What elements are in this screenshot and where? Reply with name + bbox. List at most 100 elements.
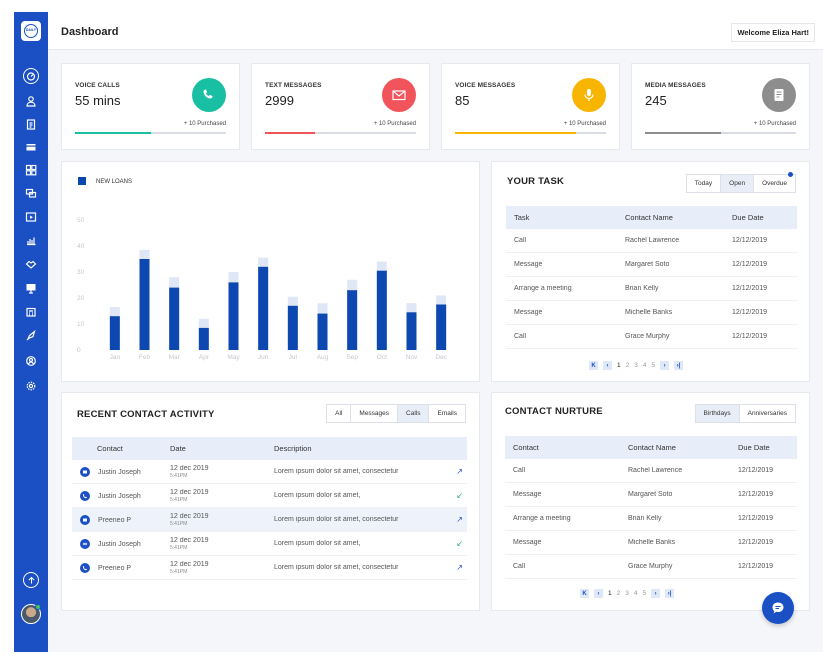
chat-fab-button[interactable] (762, 592, 794, 624)
sidebar-item-dashboard[interactable] (23, 68, 39, 84)
prev-page-button[interactable]: ‹ (594, 589, 603, 598)
table-row[interactable]: Call Grace Murphy 12/12/2019 (505, 555, 797, 579)
sidebar-item-clipboard[interactable] (23, 116, 39, 132)
online-status-dot (35, 604, 41, 610)
page-number[interactable]: 5 (642, 590, 647, 597)
page-number[interactable]: 2 (625, 362, 630, 369)
next-page-button[interactable]: › (660, 361, 670, 370)
table-row[interactable]: Call Grace Murphy 12/12/2019 (506, 325, 797, 349)
message-icon (80, 466, 90, 477)
filter-birthdays[interactable]: Birthdays (695, 405, 740, 422)
x-tick-label: May (227, 354, 240, 361)
avatar[interactable] (21, 604, 41, 624)
chat-icon (25, 188, 37, 198)
arrow-up-icon[interactable] (23, 572, 39, 588)
outgoing-arrow-icon[interactable]: ↗ (456, 515, 463, 524)
first-page-button[interactable]: K (589, 361, 598, 370)
stat-card-text-messages: TEXT MESSAGES 2999 + 10 Purchased (251, 63, 430, 150)
filter-all[interactable]: All (327, 405, 352, 422)
clipboard-icon (26, 119, 36, 130)
table-row[interactable]: Message Michelle Banks 12/12/2019 (505, 531, 797, 555)
sidebar-item-rocket[interactable] (23, 328, 39, 344)
table-cell: Brian Kelly (628, 515, 662, 522)
last-page-button[interactable]: ›| (674, 361, 684, 370)
table-row[interactable]: Arrange a meeting Brian Kelly 12/12/2019 (505, 507, 797, 531)
filter-messages[interactable]: Messages (351, 405, 399, 422)
activity-row[interactable]: Justin Joseph 12 dec 2019 5:41PM Lorem ipsu… (72, 460, 467, 484)
page-number[interactable]: 1 (608, 590, 612, 597)
contact-name[interactable]: Preeneo P (98, 564, 132, 572)
filter-emails[interactable]: Emails (437, 410, 457, 417)
stat-icon-badge (572, 78, 606, 112)
recent-activity-card: RECENT CONTACT ACTIVITY All Messages Calls… (61, 392, 480, 611)
date-cell: 12 dec 2019 5:41PM (162, 561, 266, 575)
table-row[interactable]: Message Margaret Soto 12/12/2019 (506, 253, 797, 277)
sidebar-item-grid[interactable] (23, 162, 39, 178)
last-page-button[interactable]: ›| (665, 589, 675, 598)
activity-row[interactable]: Preeneo P 12 dec 2019 5:41PM Lorem ipsum do… (72, 556, 467, 580)
filter-anniversaries[interactable]: Anniversaries (747, 410, 787, 417)
stat-value: 85 (455, 93, 470, 108)
table-row[interactable]: Message Margaret Soto 12/12/2019 (505, 483, 797, 507)
y-tick-label: 50 (77, 217, 85, 224)
sidebar-item-gear[interactable] (23, 378, 39, 394)
page-number[interactable]: 4 (633, 590, 638, 597)
incoming-arrow-icon[interactable]: ↙ (456, 491, 463, 500)
table-row[interactable]: Message Michelle Banks 12/12/2019 (506, 301, 797, 325)
table-cell: 12/12/2019 (732, 261, 768, 268)
grid-icon (25, 164, 37, 176)
sidebar-item-chart[interactable] (23, 232, 39, 248)
filter-overdue[interactable]: Overdue (754, 172, 795, 192)
legend-swatch (78, 177, 86, 185)
table-cell: 12/12/2019 (732, 333, 768, 340)
activity-row[interactable]: Justin Joseph 12 dec 2019 5:41PM Lorem ipsu… (72, 484, 467, 508)
progress-track (455, 132, 606, 134)
sidebar-item-chat[interactable] (23, 185, 39, 201)
filter-calls[interactable]: Calls (398, 405, 430, 422)
outgoing-arrow-icon[interactable]: ↗ (456, 563, 463, 572)
sidebar-item-handshake[interactable] (23, 256, 39, 272)
sidebar-item-media[interactable] (23, 209, 39, 225)
table-cell: Grace Murphy (625, 333, 670, 340)
table-row[interactable]: Call Rachel Lawrence 12/12/2019 (505, 459, 797, 483)
welcome-message[interactable]: Welcome Eliza Hart! (731, 23, 815, 42)
stat-icon-badge (762, 78, 796, 112)
contact-name[interactable]: Justin Joseph (98, 492, 141, 500)
sidebar-item-credit-card[interactable] (23, 139, 39, 155)
stat-label: VOICE CALLS (75, 82, 120, 89)
contact-name[interactable]: Justin Joseph (98, 540, 141, 548)
contact-name[interactable]: Preeneo P (98, 516, 132, 524)
sidebar-item-settings-user[interactable] (23, 353, 39, 369)
activity-row[interactable]: Justin Joseph 12 dec 2019 5:41PM Lorem ipsu… (72, 532, 467, 556)
page-number[interactable]: 2 (616, 590, 621, 597)
table-row[interactable]: Arrange a meeting Brian Kelly 12/12/2019 (506, 277, 797, 301)
incoming-arrow-icon[interactable]: ↙ (456, 539, 463, 548)
sidebar-item-calculator[interactable] (23, 304, 39, 320)
next-page-button[interactable]: › (651, 589, 661, 598)
purchased-label: + 10 Purchased (183, 121, 226, 127)
page-number[interactable]: 4 (642, 362, 647, 369)
stat-card-media-messages: MEDIA MESSAGES 245 + 10 Purchased (631, 63, 810, 150)
contact-name[interactable]: Justin Joseph (98, 468, 141, 476)
bar-apr (198, 327, 209, 350)
contact-cell: Justin Joseph (72, 466, 162, 477)
stat-label: MEDIA MESSAGES (645, 82, 706, 89)
table-cell: Call (514, 333, 527, 340)
phone-icon (80, 490, 90, 501)
app-logo[interactable]: DAILY (21, 21, 41, 41)
recent-activity-title: RECENT CONTACT ACTIVITY (77, 409, 215, 420)
prev-page-button[interactable]: ‹ (603, 361, 612, 370)
sidebar-item-user[interactable] (23, 93, 39, 109)
outgoing-arrow-icon[interactable]: ↗ (456, 467, 463, 476)
filter-open[interactable]: Open (721, 175, 755, 192)
page-number[interactable]: 3 (625, 590, 629, 597)
activity-row[interactable]: Preeneo P 12 dec 2019 5:41PM Lorem ipsum do… (72, 508, 467, 532)
page-number[interactable]: 1 (617, 362, 621, 369)
sidebar-item-monitor[interactable] (23, 280, 39, 296)
page-number[interactable]: 5 (651, 362, 656, 369)
filter-today[interactable]: Today (687, 175, 722, 192)
page-number[interactable]: 3 (634, 362, 638, 369)
x-tick-label: Jul (289, 354, 298, 361)
first-page-button[interactable]: K (580, 589, 589, 598)
table-row[interactable]: Call Rachel Lawrence 12/12/2019 (506, 229, 797, 253)
